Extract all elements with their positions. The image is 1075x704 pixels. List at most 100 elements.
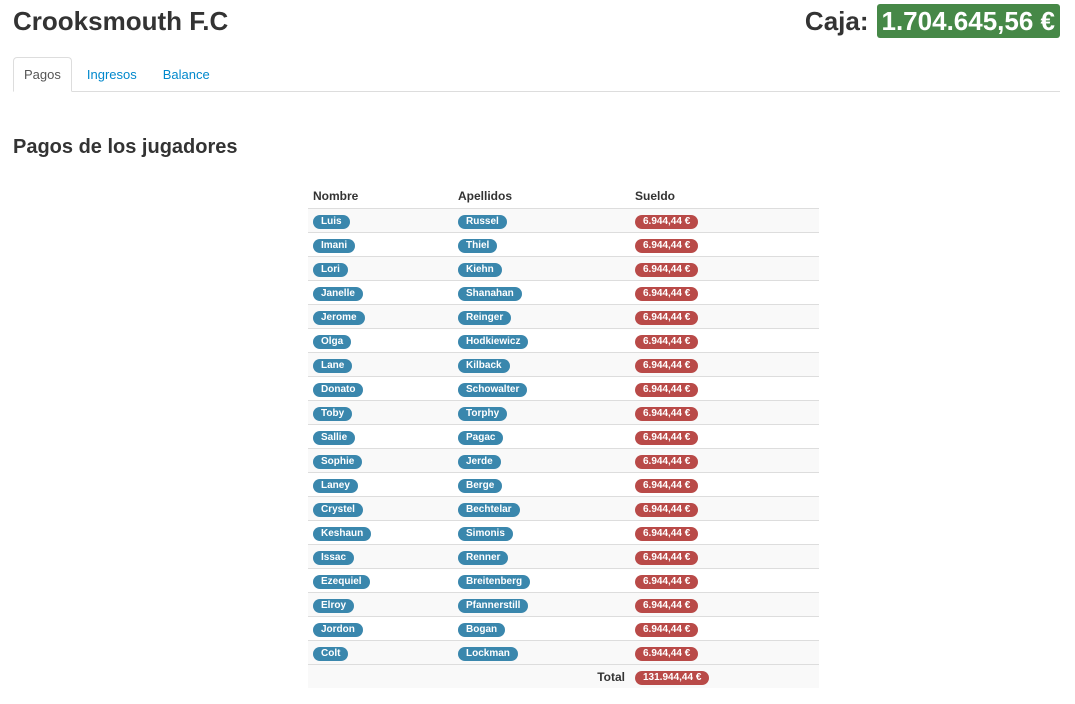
sueldo-cell: 6.944,44 € <box>630 352 819 377</box>
nombre-badge: Crystel <box>313 502 363 517</box>
sueldo-cell: 6.944,44 € <box>630 568 819 593</box>
club-name: Crooksmouth F.C <box>13 6 229 36</box>
sueldo-cell: 6.944,44 € <box>630 280 819 305</box>
apellidos-cell: Reinger <box>453 304 630 329</box>
table-row: Crystel Bechtelar 6.944,44 € <box>308 496 819 521</box>
nombre-badge: Donato <box>313 382 364 397</box>
sueldo-badge: 6.944,44 € <box>635 622 699 637</box>
tab-ingresos[interactable]: Ingresos <box>86 67 137 82</box>
table-row: Donato Schowalter 6.944,44 € <box>308 376 819 401</box>
nombre-cell: Imani <box>308 232 453 257</box>
nombre-badge: Olga <box>313 334 352 349</box>
nombre-cell: Lane <box>308 352 453 377</box>
table-row: Colt Lockman 6.944,44 € <box>308 640 819 665</box>
table-row: Ezequiel Breitenberg 6.944,44 € <box>308 568 819 593</box>
nombre-badge: Jerome <box>313 310 365 325</box>
nombre-badge: Toby <box>313 406 353 421</box>
sueldo-badge: 6.944,44 € <box>635 310 699 325</box>
total-value-badge: 131.944,44 € <box>635 670 710 685</box>
table-row: Elroy Pfannerstill 6.944,44 € <box>308 592 819 617</box>
nombre-badge: Laney <box>313 478 358 493</box>
nombre-cell: Issac <box>308 544 453 569</box>
table-row: Jerome Reinger 6.944,44 € <box>308 304 819 329</box>
nombre-cell: Donato <box>308 376 453 401</box>
table-row: Lori Kiehn 6.944,44 € <box>308 256 819 281</box>
nombre-badge: Elroy <box>313 598 355 613</box>
total-value-cell: 131.944,44 € <box>630 664 819 688</box>
apellidos-cell: Pagac <box>453 424 630 449</box>
apellidos-badge: Russel <box>458 214 507 229</box>
apellidos-cell: Renner <box>453 544 630 569</box>
total-empty-cell <box>308 664 453 688</box>
tab-pagos[interactable]: Pagos <box>13 57 72 92</box>
nombre-cell: Elroy <box>308 592 453 617</box>
table-row: Keshaun Simonis 6.944,44 € <box>308 520 819 545</box>
sueldo-cell: 6.944,44 € <box>630 304 819 329</box>
column-header-sueldo: Sueldo <box>630 184 819 209</box>
nombre-cell: Colt <box>308 640 453 665</box>
sueldo-badge: 6.944,44 € <box>635 382 699 397</box>
caja-display: Caja: 1.704.645,56 € <box>805 4 1060 38</box>
sueldo-badge: 6.944,44 € <box>635 358 699 373</box>
payments-table: Nombre Apellidos Sueldo Luis Russel 6.944,… <box>308 184 819 688</box>
apellidos-cell: Bechtelar <box>453 496 630 521</box>
apellidos-badge: Schowalter <box>458 382 528 397</box>
sueldo-badge: 6.944,44 € <box>635 334 699 349</box>
apellidos-cell: Jerde <box>453 448 630 473</box>
nombre-badge: Sallie <box>313 430 356 445</box>
sueldo-badge: 6.944,44 € <box>635 526 699 541</box>
sueldo-badge: 6.944,44 € <box>635 478 699 493</box>
apellidos-cell: Torphy <box>453 400 630 425</box>
sueldo-badge: 6.944,44 € <box>635 214 699 229</box>
apellidos-badge: Breitenberg <box>458 574 531 589</box>
table-row: Toby Torphy 6.944,44 € <box>308 400 819 425</box>
section-title: Pagos de los jugadores <box>13 136 238 158</box>
apellidos-badge: Berge <box>458 478 503 493</box>
sueldo-cell: 6.944,44 € <box>630 208 819 233</box>
apellidos-badge: Kilback <box>458 358 510 373</box>
apellidos-badge: Thiel <box>458 238 498 253</box>
nombre-cell: Ezequiel <box>308 568 453 593</box>
nav-tabs: Pagos Ingresos Balance <box>13 57 1060 92</box>
apellidos-badge: Bechtelar <box>458 502 520 517</box>
sueldo-badge: 6.944,44 € <box>635 406 699 421</box>
caja-label: Caja: <box>804 6 869 36</box>
apellidos-badge: Reinger <box>458 310 512 325</box>
sueldo-badge: 6.944,44 € <box>635 454 699 469</box>
nombre-badge: Keshaun <box>313 526 372 541</box>
apellidos-badge: Simonis <box>458 526 513 541</box>
sueldo-cell: 6.944,44 € <box>630 448 819 473</box>
tab-balance[interactable]: Balance <box>162 67 210 82</box>
apellidos-cell: Kiehn <box>453 256 630 281</box>
sueldo-cell: 6.944,44 € <box>630 640 819 665</box>
table-row: Luis Russel 6.944,44 € <box>308 208 819 233</box>
nombre-cell: Lori <box>308 256 453 281</box>
nombre-badge: Jordon <box>313 622 363 637</box>
sueldo-badge: 6.944,44 € <box>635 262 699 277</box>
nombre-badge: Issac <box>313 550 355 565</box>
table-row: Lane Kilback 6.944,44 € <box>308 352 819 377</box>
apellidos-cell: Thiel <box>453 232 630 257</box>
nombre-cell: Janelle <box>308 280 453 305</box>
table-row: Issac Renner 6.944,44 € <box>308 544 819 569</box>
column-header-nombre: Nombre <box>308 184 453 209</box>
total-label: Total <box>453 664 630 688</box>
table-row: Jordon Bogan 6.944,44 € <box>308 616 819 641</box>
sueldo-cell: 6.944,44 € <box>630 232 819 257</box>
apellidos-cell: Breitenberg <box>453 568 630 593</box>
apellidos-cell: Russel <box>453 208 630 233</box>
apellidos-badge: Pagac <box>458 430 504 445</box>
caja-amount-badge: 1.704.645,56 € <box>876 4 1060 38</box>
sueldo-cell: 6.944,44 € <box>630 400 819 425</box>
sueldo-badge: 6.944,44 € <box>635 646 699 661</box>
apellidos-badge: Shanahan <box>458 286 522 301</box>
sueldo-cell: 6.944,44 € <box>630 496 819 521</box>
nombre-badge: Imani <box>313 238 356 253</box>
sueldo-badge: 6.944,44 € <box>635 430 699 445</box>
apellidos-badge: Bogan <box>458 622 506 637</box>
sueldo-badge: 6.944,44 € <box>635 550 699 565</box>
total-row: Total 131.944,44 € <box>308 664 819 688</box>
sueldo-badge: 6.944,44 € <box>635 238 699 253</box>
table-row: Laney Berge 6.944,44 € <box>308 472 819 497</box>
nombre-cell: Crystel <box>308 496 453 521</box>
